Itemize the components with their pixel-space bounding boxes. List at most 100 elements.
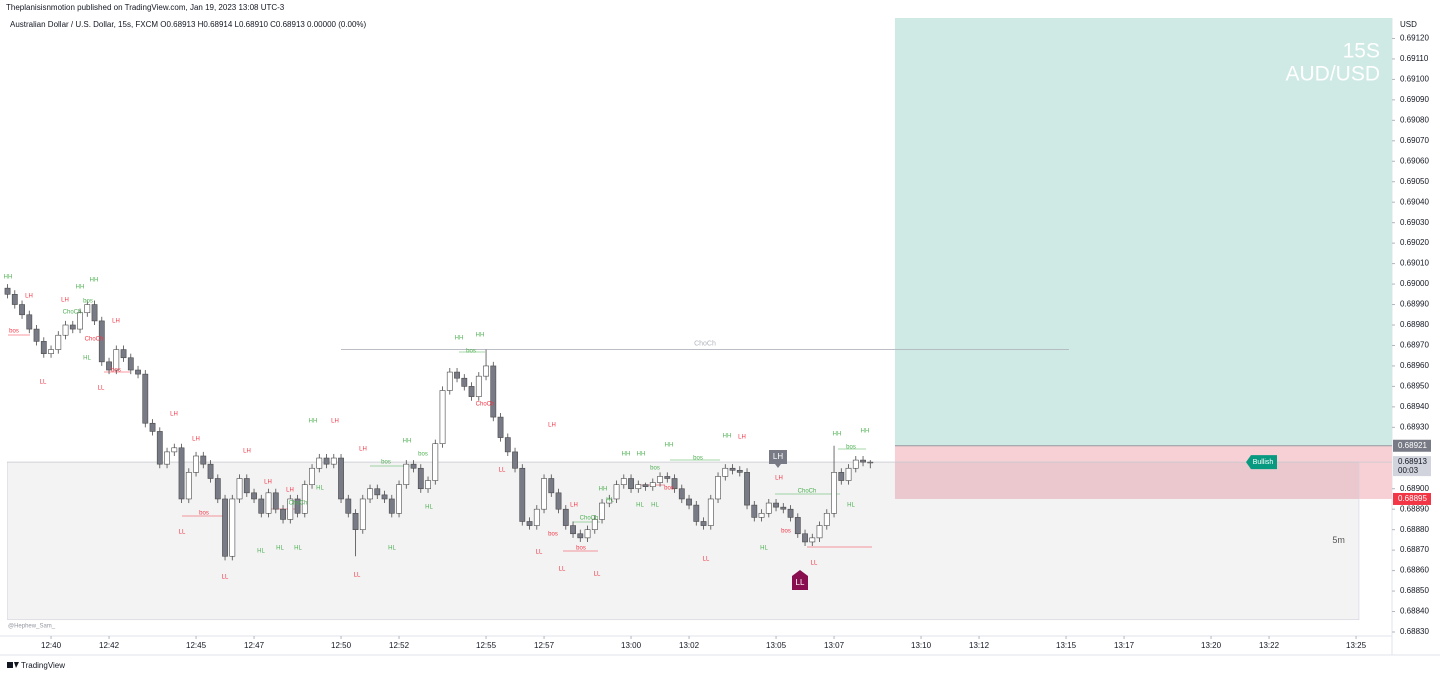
candle-body xyxy=(599,502,605,520)
candle-body xyxy=(519,467,526,522)
candle-body xyxy=(55,334,62,350)
badge xyxy=(769,450,787,468)
candle-body xyxy=(11,293,18,305)
candle-body xyxy=(773,502,779,508)
x-tick-label: 13:15 xyxy=(1056,641,1077,650)
x-tick-label: 13:02 xyxy=(679,641,700,650)
structure-label: HH xyxy=(476,333,485,339)
y-tick-label: 0.68990 xyxy=(1400,300,1429,309)
candle-body xyxy=(77,312,83,330)
x-tick-label: 13:22 xyxy=(1259,641,1280,650)
candle-body xyxy=(287,498,294,520)
candle-body xyxy=(417,467,424,490)
candle-body xyxy=(620,478,627,485)
x-tick-label: 13:25 xyxy=(1346,641,1367,650)
y-tick-label: 0.68900 xyxy=(1400,484,1429,493)
structure-label: LH xyxy=(112,319,120,325)
structure-label: bos xyxy=(418,452,428,458)
candle-body xyxy=(758,512,765,518)
candle-body xyxy=(823,512,830,526)
structure-label: bos xyxy=(576,546,586,552)
candle-body xyxy=(809,537,816,543)
structure-label: HH xyxy=(309,419,318,425)
candle-body xyxy=(577,533,584,539)
structure-label: HH xyxy=(637,452,646,458)
candle-body xyxy=(628,478,634,490)
y-tick-label: 0.69000 xyxy=(1400,279,1429,288)
candle-body xyxy=(410,463,417,469)
structure-label: HL xyxy=(760,546,768,552)
structure-label: ChoCh xyxy=(580,516,599,522)
y-tick-label: 0.68960 xyxy=(1400,361,1429,370)
candle-body xyxy=(446,371,453,391)
candle-body xyxy=(497,416,504,438)
candle-body xyxy=(316,457,323,469)
candle-body xyxy=(693,504,700,522)
candle-body xyxy=(548,478,555,494)
structure-label: HH xyxy=(622,452,631,458)
structure-label: LL xyxy=(594,572,601,578)
structure-label: bos xyxy=(83,299,93,305)
candle-body xyxy=(686,498,692,506)
structure-label: ChoCh xyxy=(798,489,817,495)
x-tick-label: 12:55 xyxy=(476,641,497,650)
x-tick-label: 12:45 xyxy=(186,641,207,650)
candle-body xyxy=(816,525,823,539)
candle-body xyxy=(388,498,395,514)
structure-label: HL xyxy=(316,486,324,492)
structure-label: HH xyxy=(403,439,412,445)
brand: TradingView xyxy=(21,661,65,670)
candle-body xyxy=(751,504,758,518)
candle-body xyxy=(185,472,192,500)
candle-body xyxy=(294,498,301,514)
candle-body xyxy=(338,457,344,500)
candle-body xyxy=(867,461,874,464)
candle-body xyxy=(178,447,185,500)
candle-body xyxy=(707,498,714,526)
candle-body xyxy=(664,476,671,479)
candle-body xyxy=(736,470,743,473)
candle-body xyxy=(613,484,620,500)
structure-label: HL xyxy=(606,498,614,504)
candle-body xyxy=(345,498,352,514)
candle-body xyxy=(461,377,468,387)
candle-body xyxy=(142,373,149,424)
price-label-bg xyxy=(1393,492,1431,505)
signature: @Hephew_Sam_ xyxy=(8,624,56,630)
structure-label: HL xyxy=(651,503,659,509)
candle-body xyxy=(729,467,736,471)
structure-label: bos xyxy=(693,456,703,462)
candle-body xyxy=(483,365,489,377)
structure-label: HL xyxy=(257,549,265,555)
y-tick-label: 0.68870 xyxy=(1400,545,1429,554)
target-zone xyxy=(894,18,1392,446)
countdown: 00:03 xyxy=(1398,466,1419,475)
candle-body xyxy=(330,457,337,465)
candle-body xyxy=(425,480,431,490)
candle-body xyxy=(171,447,178,453)
candle-body xyxy=(802,533,808,543)
structure-label: LH xyxy=(570,503,578,509)
candle-body xyxy=(649,482,656,487)
y-tick-label: 0.68890 xyxy=(1400,504,1429,513)
candle-body xyxy=(831,472,837,514)
symbol-legend: Australian Dollar / U.S. Dollar, 15s, FX… xyxy=(10,20,367,29)
candle-body xyxy=(62,324,69,336)
structure-label: LL xyxy=(703,557,710,563)
y-tick-label: 0.68970 xyxy=(1400,341,1429,350)
structure-label: HH xyxy=(455,336,464,342)
structure-label: HH xyxy=(4,275,13,281)
candle-body xyxy=(106,361,112,371)
structure-label: LH xyxy=(243,449,251,455)
candle-body xyxy=(309,467,315,485)
candle-body xyxy=(533,508,540,526)
bullish-badge xyxy=(1246,455,1277,470)
structure-label: HH xyxy=(861,429,870,435)
y-axis-label: USD xyxy=(1400,20,1417,29)
candle-body xyxy=(33,328,40,342)
y-tick-label: 0.69080 xyxy=(1400,115,1429,124)
structure-label: bos xyxy=(111,368,121,374)
structure-label: ChoCh xyxy=(289,501,308,507)
candle-body xyxy=(265,492,272,514)
